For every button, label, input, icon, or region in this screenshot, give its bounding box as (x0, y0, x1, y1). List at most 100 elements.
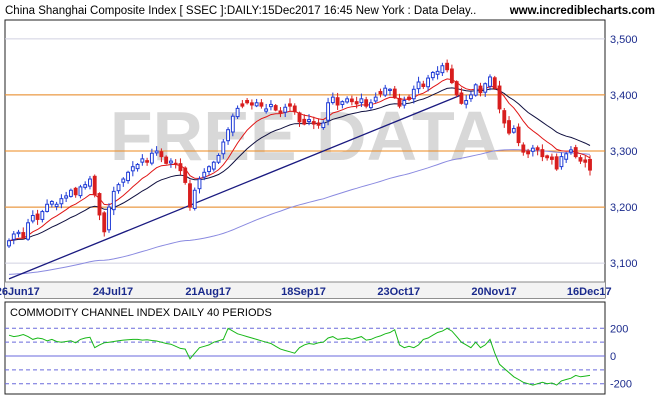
candle (454, 80, 459, 97)
candle-body (92, 175, 97, 196)
candle-body (421, 83, 426, 87)
candle (554, 153, 559, 171)
candle (369, 99, 373, 110)
candle-body (445, 62, 450, 71)
candle (97, 192, 102, 221)
candle-body (135, 163, 140, 170)
candle-body (207, 166, 211, 173)
candle-body (54, 203, 59, 208)
candle (383, 84, 388, 97)
candle-body (21, 232, 26, 239)
candle (211, 160, 216, 172)
candle-body (359, 98, 364, 104)
candle (378, 88, 383, 98)
candle (278, 107, 283, 118)
candle (202, 168, 207, 181)
candle-body (140, 158, 145, 163)
candle (83, 181, 88, 190)
candle (573, 144, 578, 159)
candle (535, 145, 540, 156)
candle-body (464, 100, 469, 105)
candle (54, 201, 59, 211)
candle-body (559, 156, 564, 168)
candle-body (64, 195, 69, 199)
candle-body (188, 183, 192, 208)
candle-body (268, 103, 273, 108)
candle-body (83, 184, 88, 188)
candle-body (226, 129, 230, 142)
candle (311, 116, 316, 130)
candle (316, 118, 321, 129)
candle-body (526, 150, 531, 155)
candle-body (383, 87, 388, 96)
candle-body (249, 102, 254, 106)
candle-body (168, 160, 173, 164)
candle (102, 211, 107, 237)
candle (207, 165, 211, 176)
candle-body (154, 150, 159, 154)
candle-body (302, 118, 307, 125)
candle-body (530, 147, 535, 152)
candle (130, 161, 135, 177)
price-x-tick-label: 26Jun17 (0, 286, 40, 298)
candle-body (364, 99, 369, 107)
candle-body (330, 96, 335, 104)
candle (507, 116, 511, 136)
candle-body (7, 240, 11, 247)
candle-body (78, 186, 83, 197)
candle-body (440, 65, 445, 74)
candle (45, 199, 50, 213)
candle (283, 103, 288, 118)
candle-body (497, 85, 502, 110)
candle (359, 93, 364, 108)
candle-body (35, 213, 40, 220)
candle-body (316, 122, 321, 126)
candle-body (335, 97, 340, 106)
candle-body (49, 200, 54, 205)
candle (473, 83, 478, 97)
candle-body (402, 100, 407, 106)
candle (145, 157, 150, 166)
candle-body (449, 68, 454, 84)
cci-series-line (8, 327, 591, 386)
candle-body (430, 71, 435, 79)
candle-body (107, 206, 111, 231)
price-y-axis: 3,100 3,200 3,300 3,400 3,500 (610, 34, 638, 270)
candle-body (354, 101, 359, 105)
candle-body (235, 107, 240, 118)
candle (392, 85, 397, 99)
candle-body (583, 159, 588, 163)
candle-body (149, 152, 154, 164)
cci-panel-frame (4, 301, 606, 395)
cci-y-tick-label: 0 (610, 351, 616, 363)
candle (240, 100, 245, 109)
candle-body (183, 167, 188, 183)
price-levels (5, 94, 605, 208)
candle-body (102, 212, 107, 233)
candle (421, 80, 426, 89)
trendline (8, 94, 462, 280)
candle-body (59, 198, 64, 205)
candle-body (26, 222, 30, 240)
candle-body (192, 189, 197, 209)
chart-title: China Shanghai Composite Index [ SSEC ]:… (5, 5, 476, 17)
candle-body (397, 97, 402, 107)
candle-body (11, 233, 16, 240)
candle-body (97, 193, 102, 216)
candle-body (30, 215, 35, 222)
candle (411, 85, 416, 104)
price-x-tick-label: 20Nov17 (471, 286, 516, 298)
site-label: www.incrediblecharts.com (509, 5, 655, 17)
candle (30, 210, 35, 224)
candle (235, 105, 240, 119)
candle (335, 92, 340, 110)
price-y-tick-label: 3,300 (610, 146, 638, 158)
candle-body (288, 103, 292, 107)
candle (430, 71, 435, 81)
candle-body (88, 178, 92, 187)
candle (502, 108, 507, 128)
ma-long-line (8, 149, 591, 275)
candle (349, 95, 354, 106)
candle (149, 148, 154, 166)
